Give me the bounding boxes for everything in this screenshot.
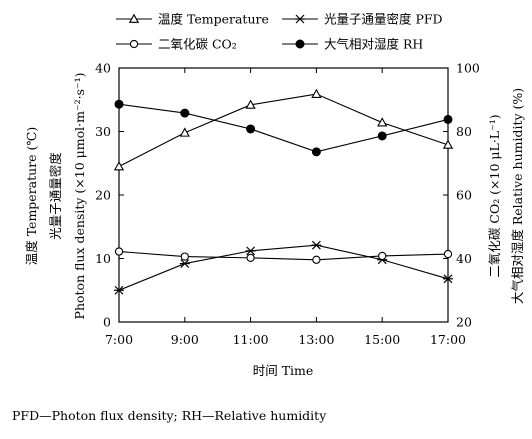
data-point-star	[114, 285, 124, 295]
left-axis-title-line3: Photon flux density (×10 μmol·m⁻²·s⁻¹)	[72, 73, 87, 320]
data-point-filled-circle	[443, 114, 453, 124]
right-axis-title-line2: 大气相对湿度 Relative humidity (%)	[510, 88, 525, 304]
x-axis-title: 时间 Time	[253, 363, 314, 378]
right-y-tick-label: 80	[456, 124, 472, 139]
legend-marker-triangle	[128, 13, 140, 23]
legend-label: 大气相对湿度 RH	[324, 37, 423, 52]
x-tick-label: 15:00	[364, 332, 400, 347]
left-y-tick-label: 10	[95, 251, 111, 266]
series-group	[113, 88, 454, 295]
data-point-open-circle	[180, 252, 189, 261]
data-point-filled-circle	[114, 99, 124, 109]
left-y-tick-label: 30	[95, 124, 111, 139]
data-point-triangle	[179, 127, 190, 137]
series-line-filled-circle	[118, 103, 449, 153]
axes: 7:00 9:00 11:00 13:00 15:00 17:00 0 10 20 30 40 20 4…	[95, 61, 480, 348]
series-line-open-circle	[118, 250, 449, 261]
x-tick-label: 7:00	[105, 332, 133, 347]
right-axis-title-line1: 二氧化碳 CO₂ (×10 μL·L⁻¹)	[487, 114, 502, 277]
data-point-open-circle	[246, 253, 255, 263]
data-point-triangle	[245, 99, 256, 109]
legend-marker-star	[295, 14, 305, 24]
data-point-triangle	[311, 88, 322, 98]
legend-label: 二氧化碳 CO₂	[158, 37, 237, 52]
x-tick-label: 17:00	[430, 332, 466, 347]
x-tick-label: 13:00	[298, 332, 334, 347]
left-y-tick-label: 20	[95, 188, 111, 203]
left-y-tick-label: 0	[103, 315, 111, 330]
data-point-filled-circle	[246, 124, 256, 134]
left-axis-title-line2: 光量子通量密度	[48, 152, 63, 240]
legend-marker-filled-circle	[295, 39, 305, 49]
data-point-open-circle	[378, 251, 387, 261]
x-tick-label: 9:00	[171, 332, 199, 347]
plot-frame	[118, 67, 449, 323]
data-point-filled-circle	[180, 108, 190, 118]
data-point-star	[443, 274, 453, 284]
legend-label: 温度 Temperature	[158, 12, 269, 27]
x-tick-label: 11:00	[233, 332, 269, 347]
legend: 温度 Temperature 光量子通量密度 PFD 二氧化碳 CO₂ 大气相对湿度 …	[116, 12, 443, 52]
data-point-star	[245, 246, 256, 256]
data-point-triangle	[377, 117, 388, 127]
data-point-star	[179, 259, 190, 269]
legend-marker-open-circle	[129, 39, 139, 49]
right-y-tick-label: 20	[456, 315, 472, 330]
series-line-triangle	[118, 93, 449, 167]
left-axis-title-line1: 温度 Temperature (℃)	[24, 127, 39, 266]
right-y-tick-label: 60	[456, 188, 472, 203]
data-point-filled-circle	[311, 147, 321, 157]
data-point-star	[311, 240, 322, 250]
data-point-triangle	[442, 139, 454, 149]
right-y-tick-label: 40	[456, 251, 472, 266]
footnote: PFD—Photon flux density; RH—Relative hum…	[12, 408, 327, 423]
data-point-open-circle	[114, 247, 124, 256]
series-line-star	[118, 244, 449, 291]
left-y-tick-label: 40	[95, 61, 111, 76]
data-point-triangle	[113, 161, 125, 171]
right-y-tick-label: 100	[456, 61, 480, 76]
legend-label: 光量子通量密度 PFD	[324, 12, 443, 27]
data-point-open-circle	[443, 249, 453, 259]
data-point-open-circle	[312, 255, 321, 264]
data-point-filled-circle	[377, 131, 387, 141]
